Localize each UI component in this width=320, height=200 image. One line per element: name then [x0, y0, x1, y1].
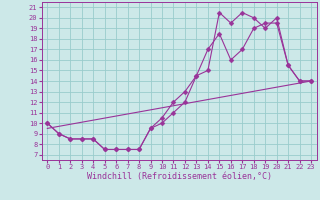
X-axis label: Windchill (Refroidissement éolien,°C): Windchill (Refroidissement éolien,°C) [87, 172, 272, 181]
